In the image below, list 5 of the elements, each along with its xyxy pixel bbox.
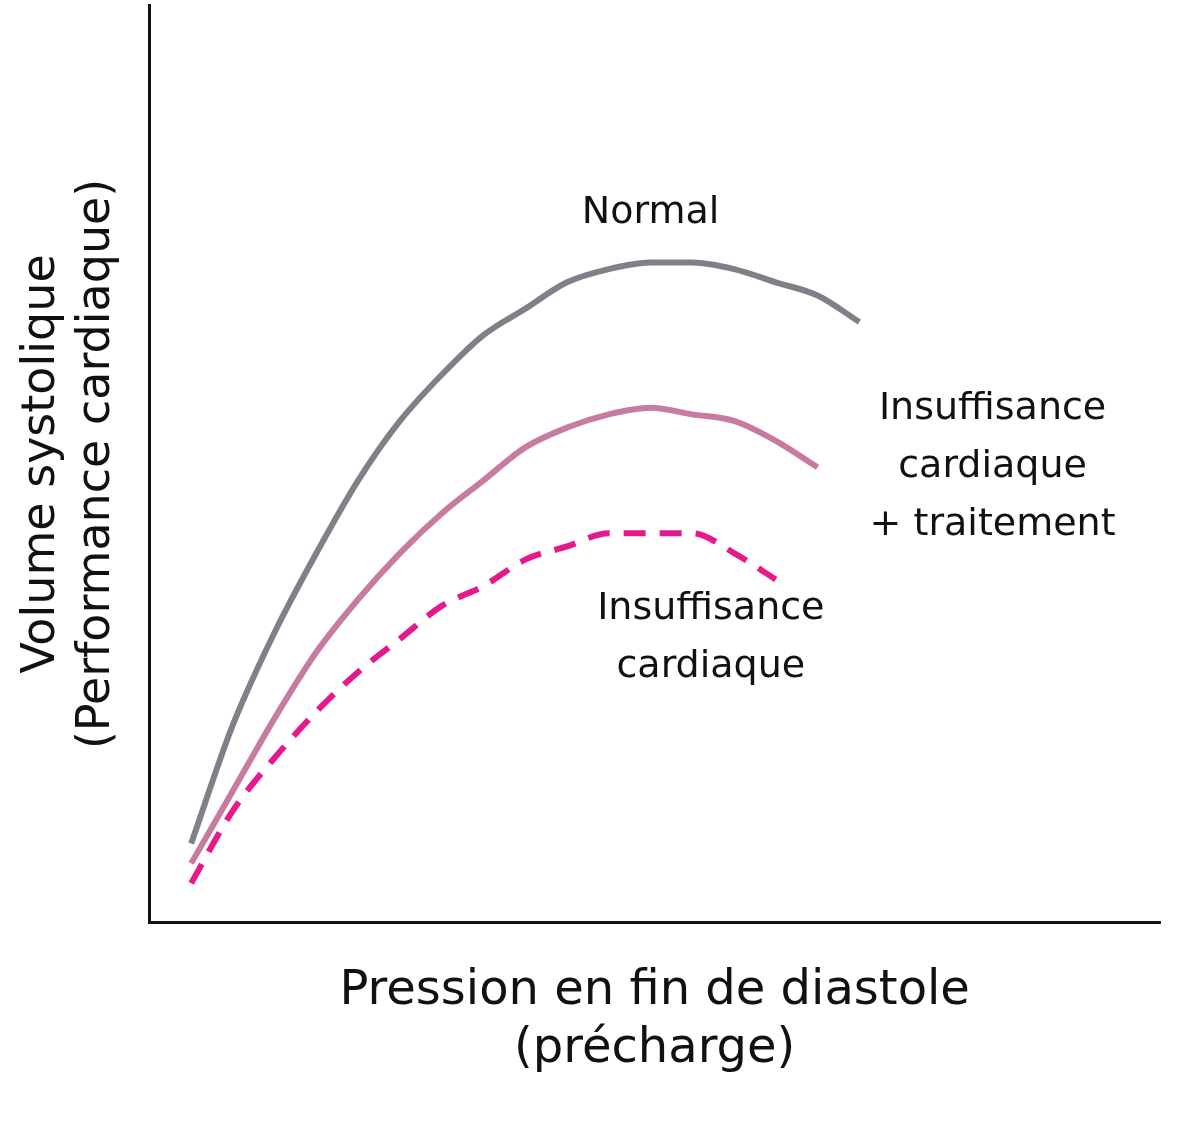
series-label: Insuffisance cardiaque + traitement xyxy=(869,384,1116,545)
x-axis-title: Pression en fin de diastole (précharge) xyxy=(339,959,970,1073)
series-label: Insuffisance cardiaque xyxy=(597,584,825,687)
series-label: Normal xyxy=(581,188,720,233)
y-axis-title: Volume systolique (Performance cardiaque) xyxy=(10,178,120,750)
